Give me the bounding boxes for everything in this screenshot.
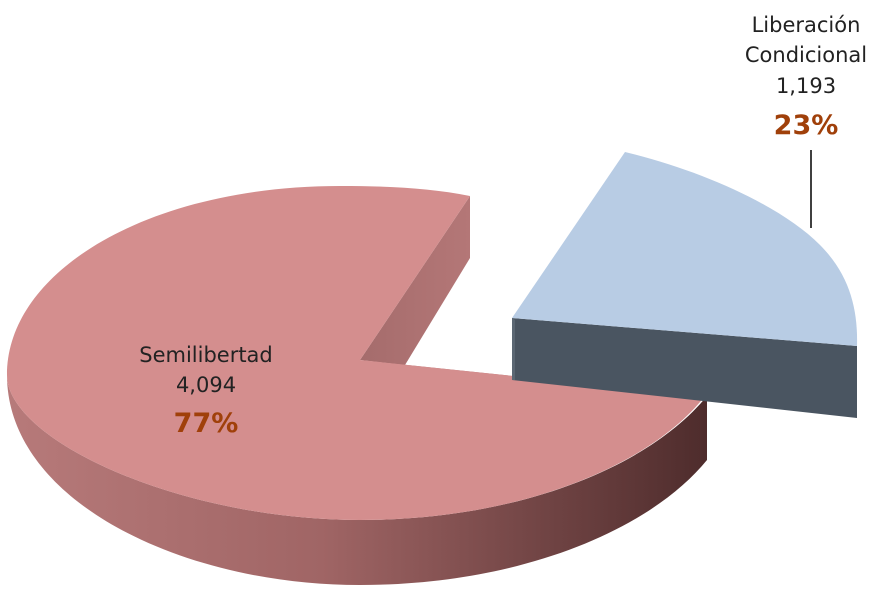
label-liberacion-percent: 23% bbox=[774, 110, 839, 141]
slice-semilibertad-top bbox=[7, 186, 705, 520]
slice-liberacion-edge bbox=[512, 318, 515, 380]
slice-liberacion-top bbox=[512, 152, 858, 346]
label-liberacion-value: 1,193 bbox=[776, 74, 836, 98]
label-semilibertad-value: 4,094 bbox=[176, 373, 236, 397]
slice-semilibertad-side bbox=[7, 375, 707, 585]
label-liberacion-name-line2: Condicional bbox=[745, 43, 867, 67]
label-liberacion-name-line1: Liberación bbox=[752, 13, 861, 37]
slice-liberacion-condicional bbox=[512, 152, 858, 418]
slice-semilibertad bbox=[7, 186, 707, 585]
label-liberacion-condicional: Liberación Condicional 1,193 23% bbox=[745, 13, 867, 141]
label-semilibertad-name: Semilibertad bbox=[139, 343, 273, 367]
slice-liberacion-side bbox=[512, 318, 857, 418]
label-semilibertad-percent: 77% bbox=[174, 408, 239, 439]
slice-semilibertad-inner-wall bbox=[360, 196, 470, 365]
label-semilibertad: Semilibertad 4,094 77% bbox=[139, 343, 273, 439]
